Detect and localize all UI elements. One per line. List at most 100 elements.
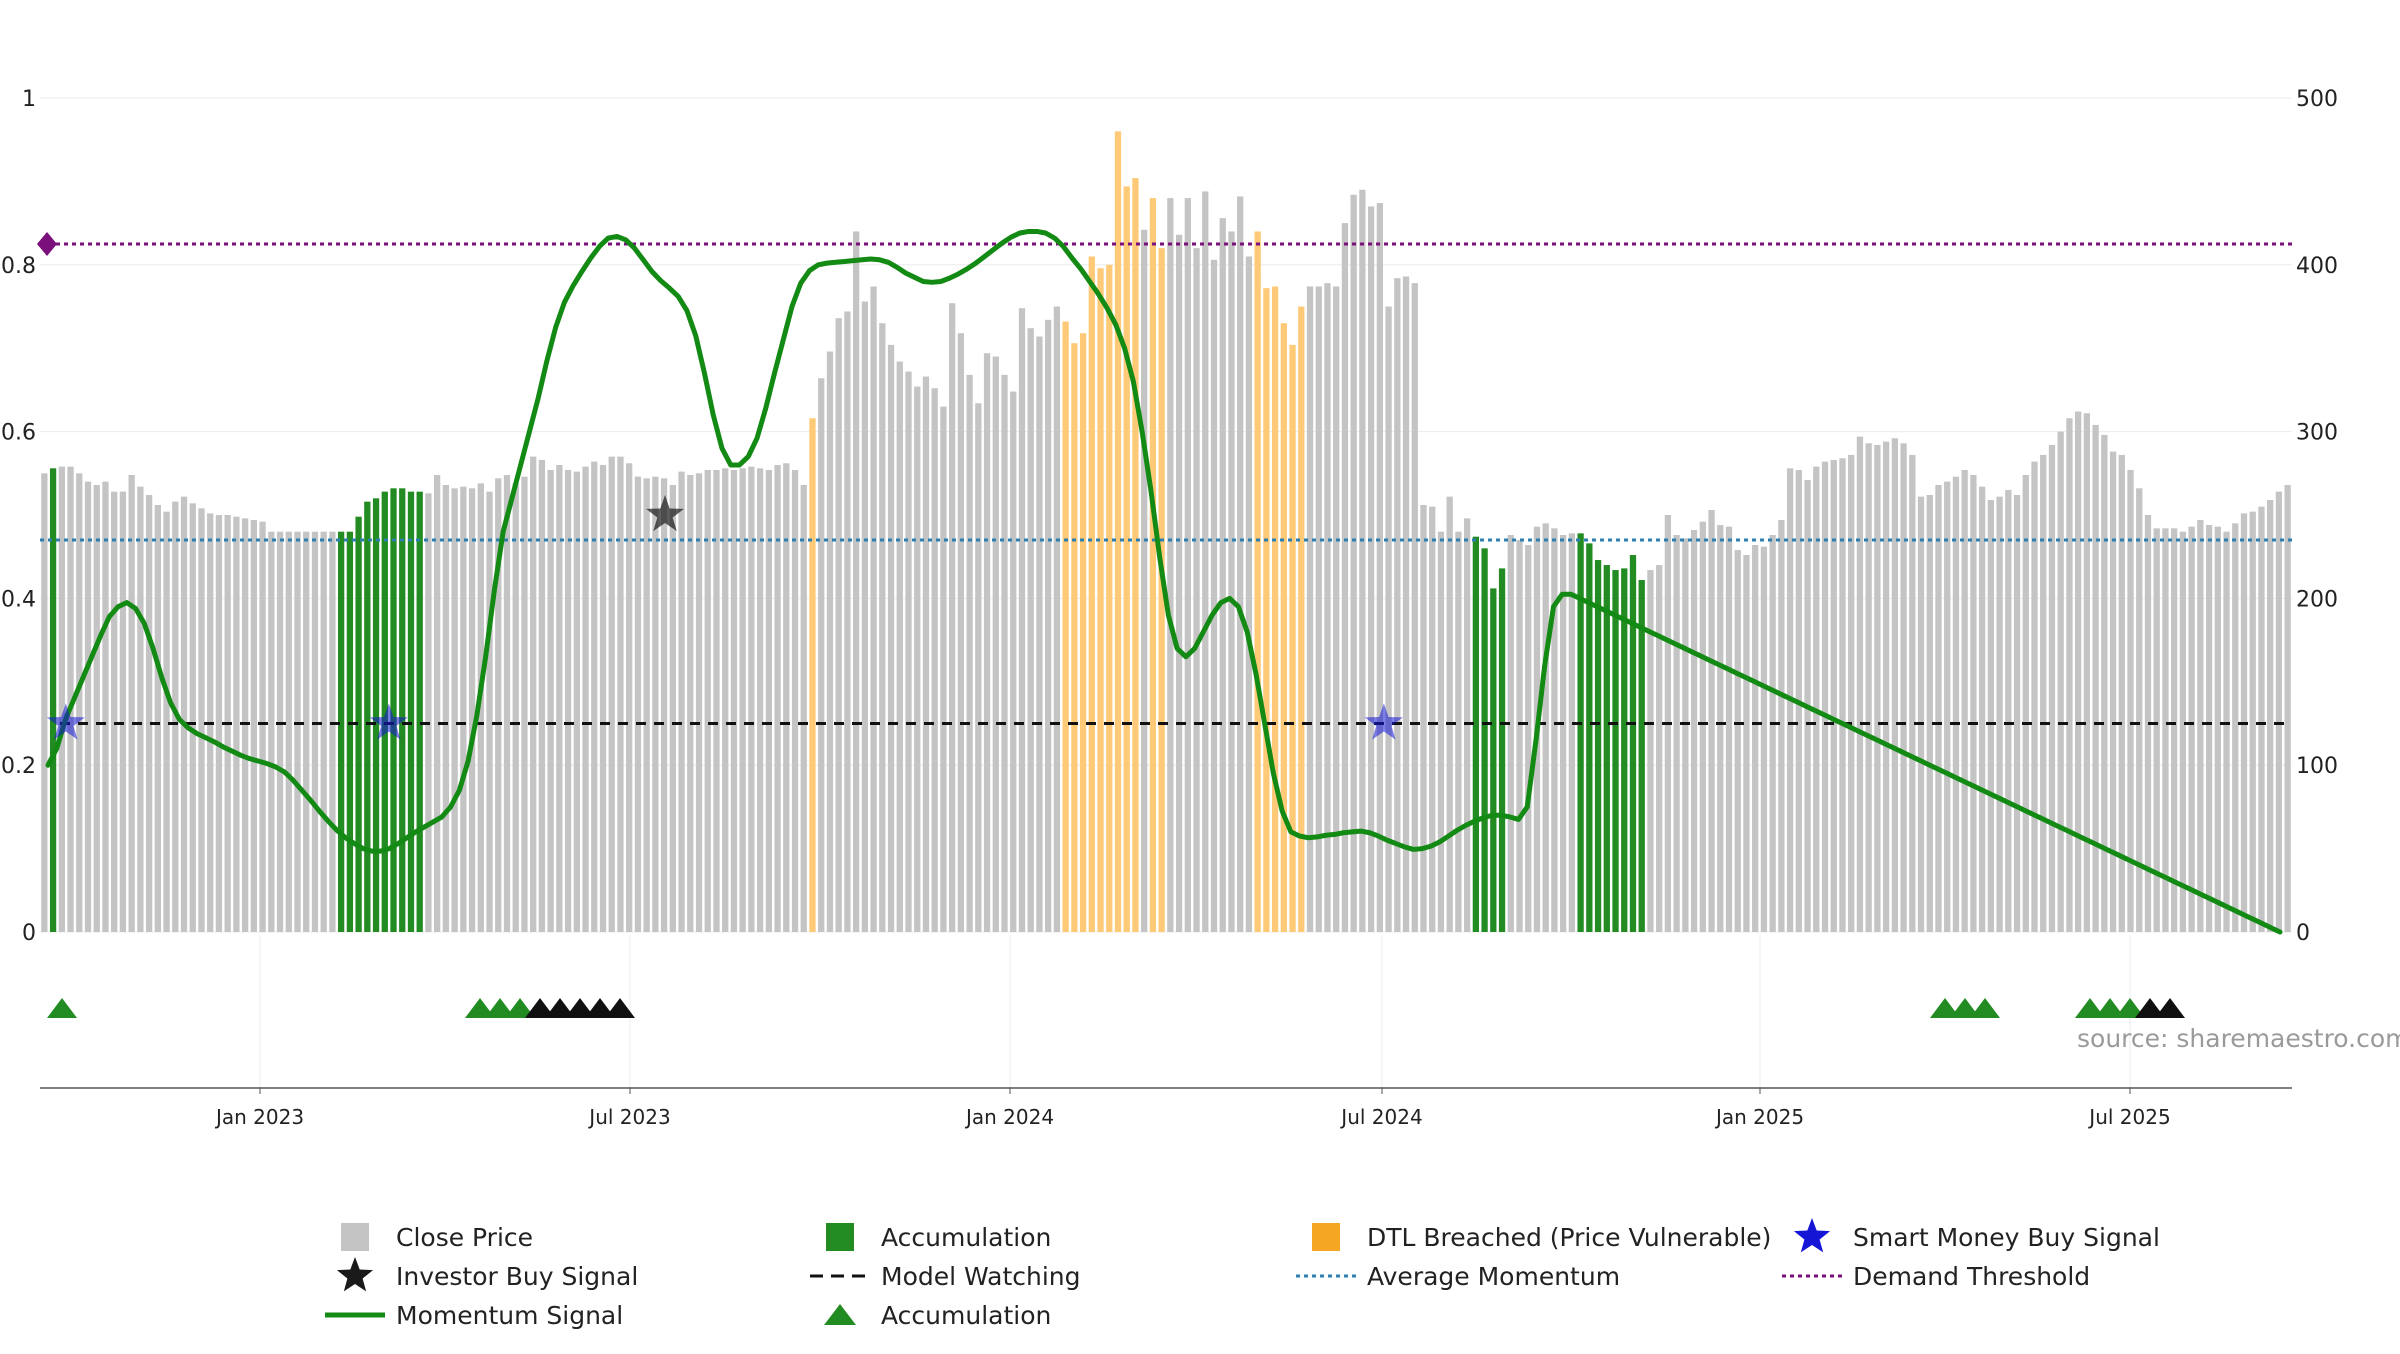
- bar-close-price: [137, 486, 144, 932]
- bar-close-price: [2013, 494, 2021, 932]
- bar-close-price: [818, 378, 825, 932]
- bar-close-price: [695, 473, 703, 932]
- bar-close-price: [1952, 476, 1960, 932]
- bar-close-price: [1333, 286, 1340, 932]
- y-right-tick-label: 300: [2296, 421, 2338, 446]
- legend-item: Accumulation: [826, 1223, 1051, 1252]
- bar-close-price: [626, 463, 633, 932]
- bar-dtl-breached: [1114, 131, 1122, 933]
- bar-close-price: [2197, 520, 2204, 932]
- bar-close-price: [800, 484, 807, 932]
- y-right-tick-label: 200: [2296, 587, 2338, 612]
- bar-close-price: [748, 466, 755, 932]
- bar-close-price: [1219, 218, 1226, 932]
- bar-close-price: [1970, 474, 1977, 932]
- momentum-signal-series: [45, 228, 2283, 935]
- bar-accumulation: [346, 531, 354, 932]
- bar-close-price: [530, 456, 537, 932]
- legend-item: DTL Breached (Price Vulnerable): [1312, 1223, 1771, 1252]
- bar-close-price: [1839, 458, 1846, 932]
- bar-close-price: [1917, 496, 1925, 932]
- legend-label: Demand Threshold: [1853, 1262, 2090, 1291]
- bar-close-price: [2258, 506, 2265, 932]
- bar-close-price: [1699, 521, 1706, 932]
- bar-close-price: [1926, 494, 1933, 932]
- bar-close-price: [975, 403, 982, 932]
- bar-close-price: [1978, 486, 1986, 932]
- bar-close-price: [687, 474, 694, 932]
- bar-close-price: [1420, 504, 1427, 932]
- bar-accumulation: [399, 488, 406, 932]
- bar-close-price: [294, 531, 301, 932]
- bar-close-price: [1987, 499, 1995, 932]
- bar-close-price: [468, 488, 476, 932]
- bar-close-price: [521, 476, 528, 932]
- accumulation-triangle: [505, 998, 535, 1018]
- bar-close-price: [1455, 531, 1462, 932]
- bar-close-price: [1778, 520, 1785, 932]
- legend-label: Momentum Signal: [396, 1301, 623, 1330]
- model-watching-triangle: [2135, 998, 2165, 1018]
- legend-label: DTL Breached (Price Vulnerable): [1367, 1223, 1771, 1252]
- bar-dtl-breached: [1263, 288, 1270, 933]
- bar-accumulation: [381, 491, 388, 932]
- x-tick-label: Jul 2024: [1339, 1105, 1422, 1129]
- bar-close-price: [128, 474, 135, 932]
- model-watching-triangle: [565, 998, 595, 1018]
- bar-close-price: [1874, 444, 1881, 932]
- bar-accumulation: [1490, 588, 1497, 932]
- bar-close-price: [2075, 411, 2082, 933]
- bar-close-price: [1315, 286, 1322, 932]
- bar-close-price: [2048, 444, 2056, 932]
- bar-close-price: [704, 469, 711, 932]
- bar-close-price: [320, 531, 327, 932]
- bar-close-price: [145, 494, 153, 932]
- bar-close-price: [1882, 441, 1890, 932]
- bar-close-price: [1909, 454, 1916, 932]
- bar-dtl-breached: [1088, 256, 1095, 933]
- accumulation-triangle: [1950, 998, 1980, 1018]
- bar-close-price: [564, 469, 572, 932]
- bar-close-price: [1228, 231, 1235, 932]
- bar-close-price: [154, 504, 161, 932]
- bar-dtl-breached: [1149, 198, 1157, 932]
- bar-close-price: [1690, 530, 1698, 932]
- bar-close-price: [2066, 418, 2073, 933]
- bar-close-price: [276, 531, 284, 932]
- demand-threshold-diamond: [37, 231, 57, 256]
- bar-close-price: [1411, 283, 1418, 932]
- legend-item: Investor Buy Signal: [336, 1257, 638, 1292]
- bar-dtl-breached: [809, 418, 816, 933]
- bar-accumulation: [1577, 533, 1584, 932]
- bar-close-price: [1848, 454, 1855, 932]
- legend-star-icon: [336, 1257, 374, 1292]
- bar-accumulation: [372, 498, 380, 932]
- bar-close-price: [84, 481, 92, 932]
- bar-close-price: [835, 318, 842, 932]
- bar-dtl-breached: [1123, 186, 1130, 933]
- bar-close-price: [285, 531, 292, 932]
- bar-close-price: [1175, 234, 1183, 932]
- y-left-tick-label: 0.8: [1, 254, 36, 279]
- bar-dtl-breached: [1097, 268, 1104, 932]
- bar-close-price: [41, 473, 48, 932]
- bar-close-price: [93, 484, 100, 932]
- bar-close-price: [678, 471, 685, 932]
- legend-item: Demand Threshold: [1782, 1262, 2090, 1291]
- bar-close-price: [215, 515, 223, 932]
- bar-dtl-breached: [1271, 286, 1279, 932]
- bar-close-price: [2249, 511, 2256, 932]
- bar-close-price: [2179, 531, 2187, 932]
- legend-swatch: [341, 1223, 369, 1251]
- bar-close-price: [887, 344, 895, 932]
- momentum-signal-line: [45, 228, 2283, 935]
- accumulation-triangle: [47, 998, 77, 1018]
- accumulation-triangle: [2075, 998, 2105, 1018]
- legend-star-icon: [1793, 1218, 1831, 1253]
- bar-accumulation: [1586, 543, 1593, 932]
- bar-close-price: [652, 476, 659, 932]
- bar-close-price: [1769, 535, 1776, 932]
- x-tick-label: Jan 2023: [214, 1105, 304, 1129]
